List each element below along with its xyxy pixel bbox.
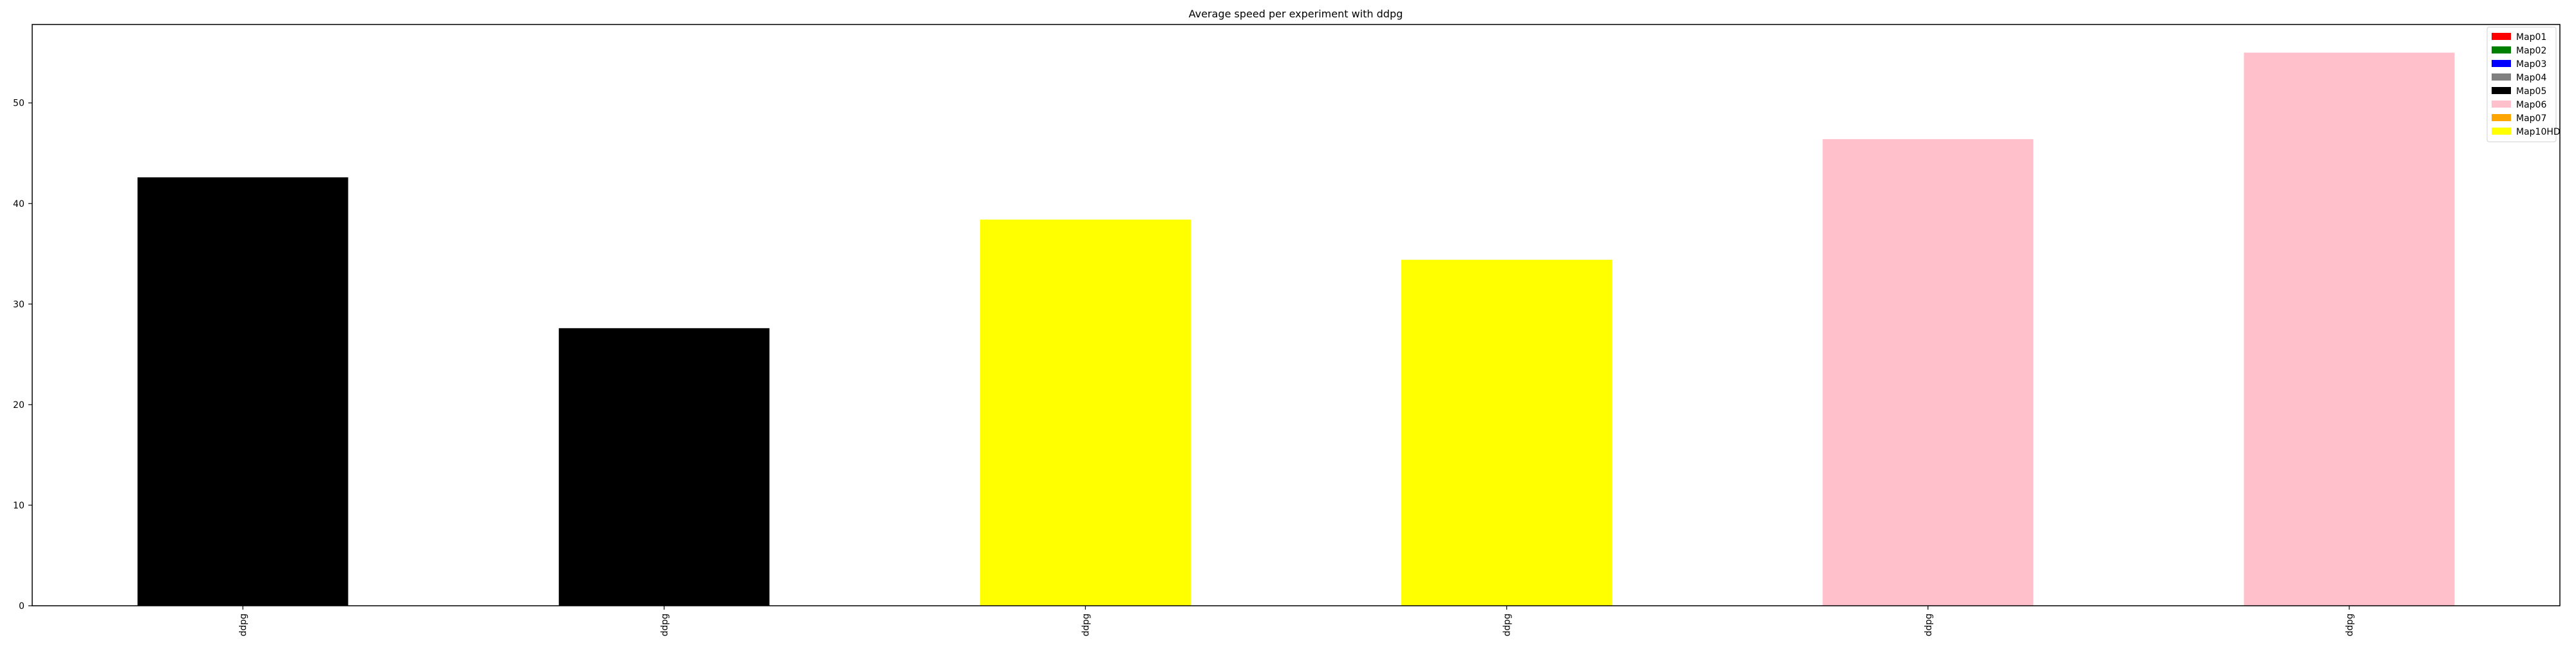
- legend-swatch: [2492, 33, 2511, 40]
- x-tick-label: ddpg: [238, 613, 249, 637]
- y-tick-label: 50: [13, 99, 24, 109]
- x-tick-label: ddpg: [2345, 613, 2355, 637]
- y-tick-label: 40: [13, 199, 24, 209]
- legend-label: Map06: [2516, 100, 2546, 110]
- x-tick-label: ddpg: [1924, 613, 1934, 637]
- legend-label: Map07: [2516, 113, 2546, 124]
- bar-6: [2244, 52, 2455, 606]
- legend-label: Map10HD: [2516, 127, 2561, 137]
- legend: Map01 Map02 Map03 Map04 Map05 Map06 Map07 Map10…: [2486, 26, 2561, 142]
- bar-1: [137, 177, 348, 606]
- bar-4: [1401, 260, 1613, 606]
- y-tick-label: 20: [13, 400, 24, 410]
- legend-swatch: [2492, 114, 2511, 121]
- legend-label: Map03: [2516, 59, 2546, 70]
- legend-swatch: [2492, 128, 2511, 135]
- bar-5: [1823, 139, 2034, 606]
- plot-frame: [32, 24, 2561, 606]
- y-tick-label: 0: [19, 601, 24, 612]
- bar-2: [558, 328, 770, 606]
- legend-swatch: [2492, 73, 2511, 81]
- y-tick-label: 10: [13, 501, 24, 511]
- legend-label: Map01: [2516, 32, 2546, 43]
- chart-title: Average speed per experiment with ddpg: [1189, 8, 1403, 20]
- bar-3: [980, 219, 1191, 606]
- legend-label: Map05: [2516, 86, 2546, 97]
- legend-label: Map02: [2516, 46, 2546, 56]
- axes-layer: 0 10 20 30 40 50 ddpg ddpg ddpg ddpg ddpg ddpg: [13, 24, 2561, 637]
- x-tick-label: ddpg: [1081, 613, 1091, 637]
- bars-layer: [137, 52, 2455, 606]
- legend-label: Map04: [2516, 73, 2546, 83]
- legend-box: [2486, 26, 2557, 142]
- legend-swatch: [2492, 46, 2511, 53]
- y-tick-label: 30: [13, 300, 24, 310]
- legend-swatch: [2492, 60, 2511, 67]
- x-tick-label: ddpg: [1502, 613, 1513, 637]
- legend-swatch: [2492, 101, 2511, 108]
- legend-swatch: [2492, 87, 2511, 94]
- x-tick-label: ddpg: [659, 613, 670, 637]
